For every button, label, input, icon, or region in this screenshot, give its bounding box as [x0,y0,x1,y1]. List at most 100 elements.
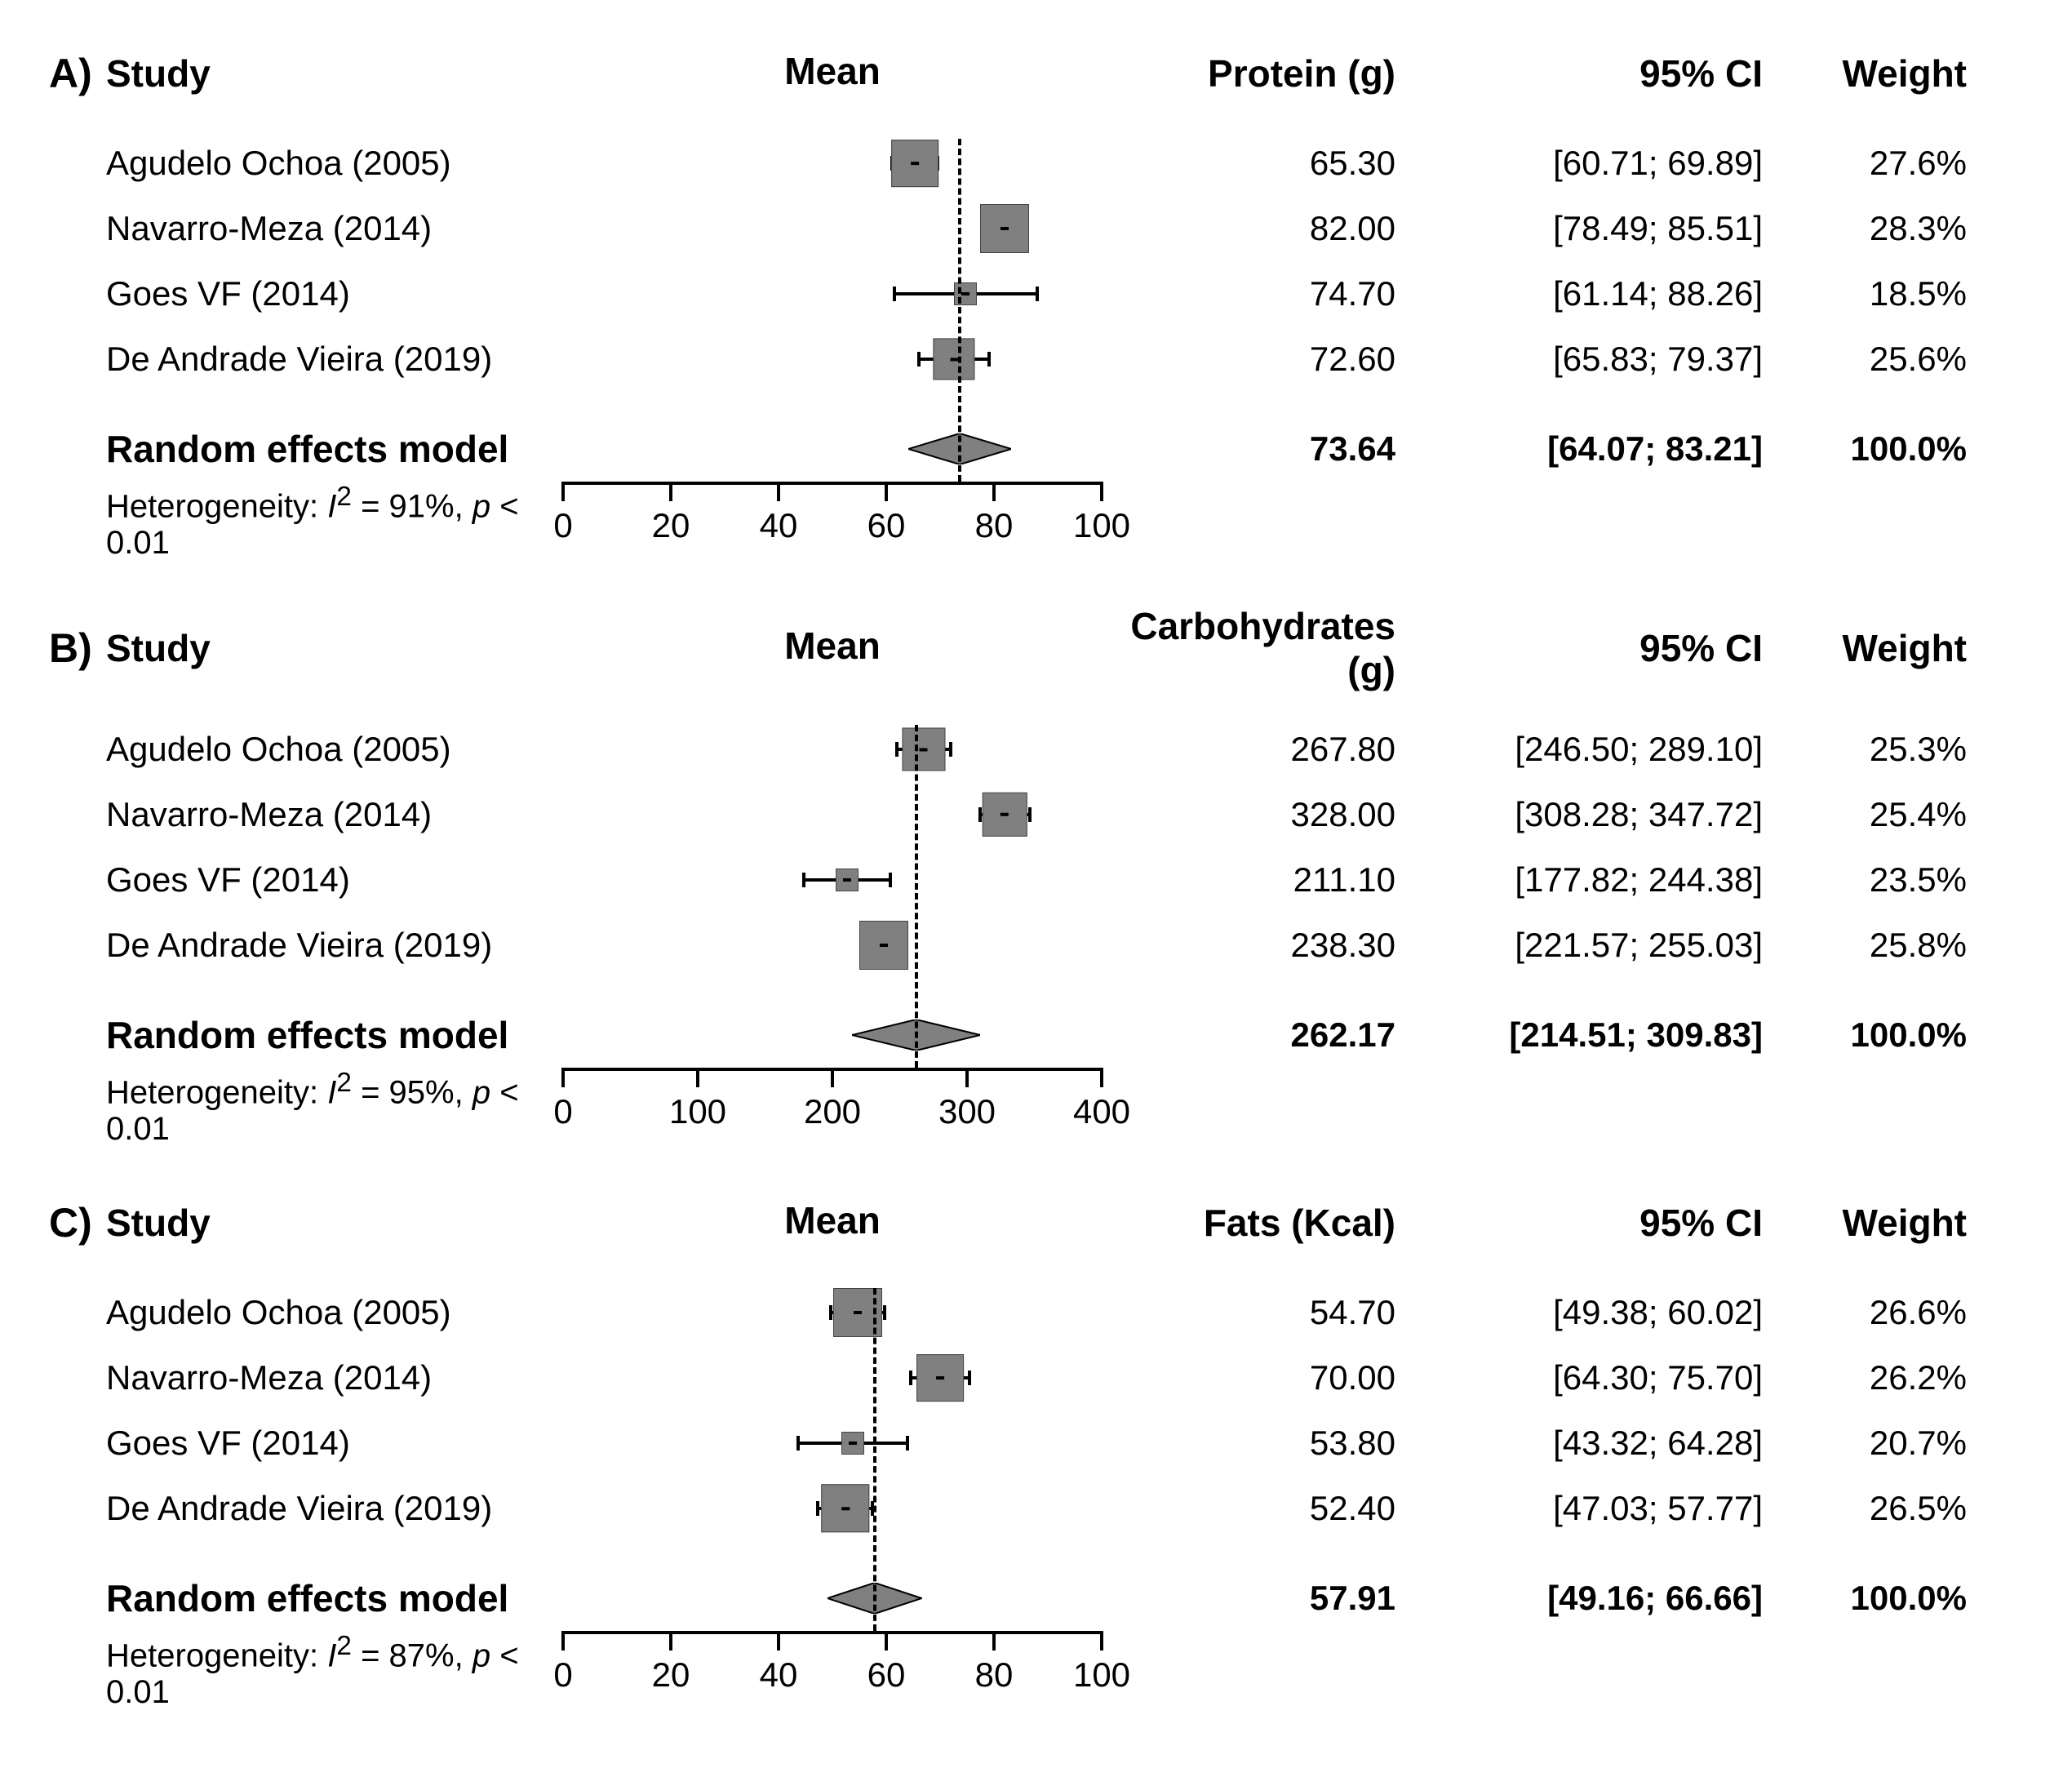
mean-value: 54.70 [1102,1293,1412,1332]
study-name: Navarro-Meza (2014) [106,209,563,248]
mean-value: 72.60 [1102,340,1412,379]
weight-value: 23.5% [1771,860,1967,900]
mean-value: 74.70 [1102,274,1412,313]
pooled-reference-line [915,725,918,1068]
forest-plot-cell [563,1484,1102,1533]
ci-value: [60.71; 69.89] [1412,144,1771,183]
panel-body: Agudelo Ochoa (2005)65.30[60.71; 69.89]2… [49,131,2023,571]
mean-value: 65.30 [1102,144,1412,183]
mean-value: 211.10 [1102,860,1412,900]
axis-tick [992,1631,996,1650]
plot-area [563,725,1102,774]
forest-plot-page: A)StudyMeanProtein (g)95% CIWeightAgudel… [0,0,2072,1786]
pooled-weight-value: 100.0% [1771,1579,1967,1618]
study-row: Goes VF (2014)211.10[177.82; 244.38]23.5… [49,847,2023,913]
pooled-plot-cell [563,1011,1102,1060]
heterogeneity-row: Heterogeneity: I2 = 87%, p < 0.010204060… [49,1631,2023,1721]
axis-tick-label: 20 [652,1655,690,1695]
plot-area [563,424,1102,473]
axis-tick [965,1068,969,1087]
point-estimate-marker [916,1354,964,1402]
panel-header-row: B)StudyMeanCarbohydrates (g)95% CIWeight [49,604,2023,692]
header-effect: Fats (Kcal) [1102,1201,1412,1245]
weight-value: 28.3% [1771,209,1967,248]
plot-area [563,1419,1102,1468]
header-effect: Protein (g) [1102,51,1412,96]
forest-panel: B)StudyMeanCarbohydrates (g)95% CIWeight… [49,604,2023,1157]
pooled-row: Random effects model262.17[214.51; 309.8… [49,1002,2023,1068]
pooled-ci-value: [214.51; 309.83] [1412,1015,1771,1055]
point-estimate-marker [821,1484,869,1532]
header-weight: Weight [1771,1201,1967,1245]
plot-area [563,139,1102,188]
forest-plot-cell [563,1353,1102,1402]
spacer [49,692,2023,717]
weight-value: 25.4% [1771,795,1967,834]
pooled-label: Random effects model [106,427,563,471]
point-estimate-marker [891,140,938,187]
pooled-ci-value: [49.16; 66.66] [1412,1579,1771,1618]
mean-value: 267.80 [1102,730,1412,769]
header-weight: Weight [1771,626,1967,670]
axis-tick-label: 80 [975,506,1014,545]
pooled-label: Random effects model [106,1576,563,1620]
header-study: Study [106,51,563,96]
forest-plot-cell [563,1288,1102,1337]
spacer [49,1255,2023,1280]
ci-value: [64.30; 75.70] [1412,1358,1771,1397]
panel-letter: C) [49,1199,106,1246]
axis-tick [669,1631,672,1650]
axis: 0100200300400 [563,1068,1102,1157]
weight-value: 18.5% [1771,274,1967,313]
axis-tick-label: 20 [652,506,690,545]
ci-value: [78.49; 85.51] [1412,209,1771,248]
axis: 020406080100 [563,1631,1102,1721]
panel-letter: A) [49,50,106,97]
point-estimate-marker [934,338,975,380]
study-row: Navarro-Meza (2014)328.00[308.28; 347.72… [49,782,2023,847]
pooled-plot-cell [563,424,1102,473]
ci-value: [47.03; 57.77] [1412,1489,1771,1528]
forest-plot-cell [563,269,1102,318]
forest-panel: A)StudyMeanProtein (g)95% CIWeightAgudel… [49,41,2023,571]
mean-value: 70.00 [1102,1358,1412,1397]
pooled-reference-line [958,139,961,482]
study-name: De Andrade Vieira (2019) [106,340,563,379]
header-mean: Mean [563,49,1102,98]
axis-tick-label: 100 [1073,506,1130,545]
axis-tick-label: 0 [553,1092,572,1131]
axis-tick-label: 80 [975,1655,1014,1695]
forest-plot-cell [563,921,1102,970]
spacer [49,1541,2023,1566]
pooled-row: Random effects model73.64[64.07; 83.21]1… [49,416,2023,482]
axis-tick-label: 40 [760,506,798,545]
axis-tick [696,1068,699,1087]
weight-value: 27.6% [1771,144,1967,183]
study-name: Navarro-Meza (2014) [106,1358,563,1397]
study-row: Navarro-Meza (2014)82.00[78.49; 85.51]28… [49,196,2023,261]
study-name: Agudelo Ochoa (2005) [106,144,563,183]
point-estimate-marker [841,1432,864,1455]
study-row: Goes VF (2014)74.70[61.14; 88.26]18.5% [49,261,2023,327]
header-ci: 95% CI [1412,1201,1771,1245]
axis-tick-label: 300 [938,1092,996,1131]
weight-value: 26.5% [1771,1489,1967,1528]
ci-value: [43.32; 64.28] [1412,1424,1771,1463]
ci-value: [49.38; 60.02] [1412,1293,1771,1332]
forest-plot-cell [563,855,1102,904]
study-name: Agudelo Ochoa (2005) [106,1293,563,1332]
axis-tick [561,1068,565,1087]
axis-tick [831,1068,834,1087]
axis-tick [885,482,888,501]
mean-value: 238.30 [1102,926,1412,965]
heterogeneity-text: Heterogeneity: I2 = 87%, p < 0.01 [106,1631,563,1711]
study-row: Agudelo Ochoa (2005)54.70[49.38; 60.02]2… [49,1280,2023,1345]
ci-value: [177.82; 244.38] [1412,860,1771,900]
plot-area [563,1011,1102,1060]
forest-plot-cell [563,1419,1102,1468]
axis-tick [777,1631,780,1650]
mean-value: 328.00 [1102,795,1412,834]
study-name: Goes VF (2014) [106,274,563,313]
spacer [49,106,2023,131]
axis-tick [561,1631,565,1650]
